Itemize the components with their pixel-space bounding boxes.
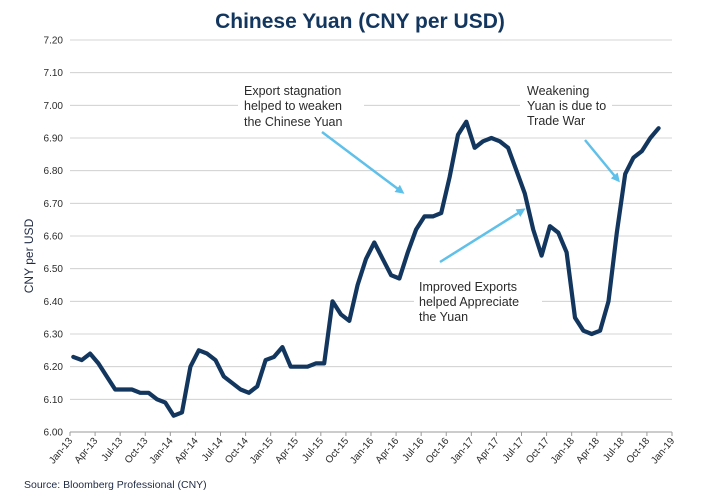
x-tick-label: Apr-17: [474, 436, 502, 466]
x-tick-label: Jan-16: [348, 436, 376, 467]
annotation-trade-war: Weakening Yuan is due to Trade War: [520, 82, 620, 183]
x-tick-label: Jan-14: [148, 436, 176, 467]
y-axis-label: CNY per USD: [22, 218, 36, 293]
y-tick-label: 6.50: [44, 264, 64, 275]
x-tick-label: Apr-13: [73, 436, 101, 466]
annotation-arrow: [439, 208, 526, 264]
y-tick-label: 6.30: [44, 330, 64, 341]
chart-title: Chinese Yuan (CNY per USD): [215, 10, 505, 33]
x-tick-label: Jan-18: [549, 436, 577, 467]
annotation-text-line: Yuan is due to: [527, 99, 606, 113]
y-tick-label: 6.10: [44, 395, 64, 406]
annotation-text-line: the Chinese Yuan: [244, 115, 343, 129]
x-tick-label: Jul-15: [300, 436, 326, 464]
x-tick-label: Oct-18: [624, 436, 652, 466]
y-tick-label: 6.00: [44, 428, 64, 439]
x-tick-label: Apr-15: [273, 436, 301, 466]
x-tick-label: Oct-15: [323, 436, 351, 466]
annotation-export-stagnation: Export stagnation helped to weaken the C…: [238, 82, 405, 194]
svg-text:Export stagnation helped: Export stagnation helped to weaken the C…: [244, 84, 345, 129]
x-tick-label: Jul-17: [501, 436, 527, 464]
x-tick-label: Oct-13: [123, 436, 151, 466]
x-tick-label: Jan-15: [248, 436, 276, 467]
y-axis-ticks: 6.00 6.10 6.20 6.30 6.40 6.50 6.60 6.70 6.80 6.90…: [44, 36, 64, 439]
annotation-text-line: Export stagnation: [244, 84, 341, 98]
x-tick-label: Jan-13: [47, 436, 75, 467]
x-tick-label: Oct-14: [223, 436, 251, 466]
y-tick-label: 6.70: [44, 199, 64, 210]
svg-text:Weakening Yuan is due to: Weakening Yuan is due to Trade War: [527, 84, 610, 128]
y-tick-label: 6.60: [44, 232, 64, 243]
annotation-arrow: [584, 139, 620, 183]
annotation-text-line: helped Appreciate: [419, 295, 519, 309]
annotation-text-line: helped to weaken: [244, 99, 342, 113]
annotation-text-line: Weakening: [527, 84, 589, 98]
x-tick-label: Jan-19: [649, 436, 677, 467]
y-tick-label: 6.20: [44, 362, 64, 373]
y-tick-label: 7.00: [44, 101, 64, 112]
x-tick-label: Jul-14: [200, 436, 226, 464]
x-tick-label: Oct-17: [524, 436, 552, 466]
x-tick-label: Apr-14: [173, 436, 201, 466]
y-tick-label: 6.80: [44, 166, 64, 177]
annotation-text-line: Improved Exports: [419, 280, 517, 294]
x-tick-label: Oct-16: [424, 436, 452, 466]
annotation-text-line: the Yuan: [419, 310, 468, 324]
annotation-text-line: Trade War: [527, 114, 585, 128]
x-tick-label: Jul-18: [601, 436, 627, 464]
x-tick-label: Apr-18: [574, 436, 602, 466]
y-tick-label: 6.90: [44, 134, 64, 145]
svg-text:Improved Exports helped: Improved Exports helped Appreciate the Y…: [419, 280, 523, 324]
y-tick-label: 7.10: [44, 68, 64, 79]
series-line-cny: [71, 119, 661, 418]
y-tick-label: 7.20: [44, 36, 64, 47]
x-tick-label: Jul-13: [100, 436, 126, 464]
x-tick-label: Jan-17: [449, 436, 477, 467]
y-tick-label: 6.40: [44, 297, 64, 308]
source-note: Source: Bloomberg Professional (CNY): [24, 479, 207, 491]
x-tick-label: Apr-16: [374, 436, 402, 466]
annotation-improved-exports: Improved Exports helped Appreciate the Y…: [414, 208, 542, 324]
annotation-arrow: [321, 131, 405, 194]
x-tick-label: Jul-16: [401, 436, 427, 464]
